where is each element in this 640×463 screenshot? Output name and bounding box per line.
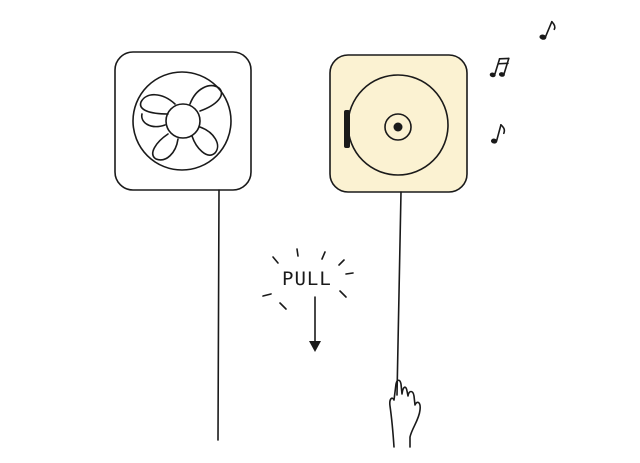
fan-housing xyxy=(114,51,252,191)
music-note-icon xyxy=(490,124,506,144)
fan-icon xyxy=(132,71,232,171)
music-notes xyxy=(489,20,556,144)
player-pull-cord[interactable] xyxy=(396,191,402,396)
pull-label: PULL xyxy=(282,268,332,290)
cd-hub xyxy=(393,122,403,132)
cd-player-icon xyxy=(344,74,449,176)
arrow-down-icon xyxy=(309,296,321,352)
wall-cd-player xyxy=(329,54,468,396)
hand-icon xyxy=(389,379,421,448)
player-slot xyxy=(344,110,350,148)
wall-fan xyxy=(114,51,252,441)
pull-callout: PULL xyxy=(262,248,354,352)
fan-pull-cord[interactable] xyxy=(217,189,220,441)
cd-disc xyxy=(384,113,412,141)
music-note-icon xyxy=(489,57,510,78)
music-note-icon xyxy=(539,20,556,40)
burst-marks xyxy=(262,248,354,310)
